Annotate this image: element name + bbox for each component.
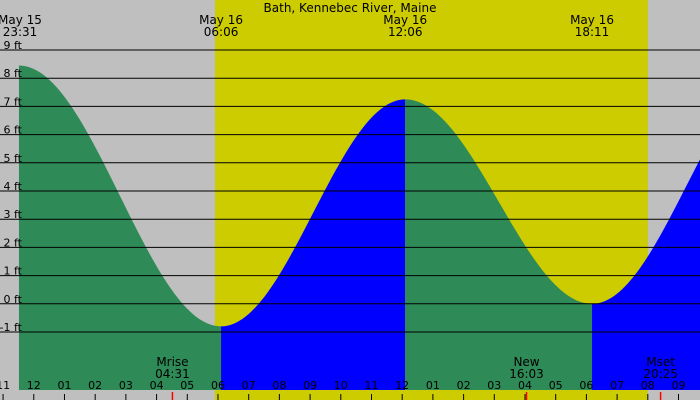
x-tick-label: 01 [426, 379, 440, 392]
ebb-tide-area [18, 65, 222, 390]
moon-event-time: 16:03 [509, 367, 544, 381]
x-tick-label: 05 [180, 379, 194, 392]
x-tick-label: 11 [364, 379, 378, 392]
x-tick-label: 04 [150, 379, 164, 392]
chart-title: Bath, Kennebec River, Maine [264, 1, 437, 15]
x-tick-label: 11 [0, 379, 10, 392]
ebb-tide-area [405, 99, 593, 390]
x-tick-label: 01 [57, 379, 71, 392]
moon-event-name: New [513, 355, 539, 369]
x-tick-label: 10 [334, 379, 348, 392]
extreme-date-label: May 15 [0, 13, 42, 27]
moon-event-time: 20:25 [643, 367, 678, 381]
y-tick-label: 6 ft [4, 124, 23, 137]
x-tick-label: 02 [457, 379, 471, 392]
x-tick-label: 05 [549, 379, 563, 392]
moon-event-time: 04:31 [155, 367, 190, 381]
extreme-time-label: 12:06 [388, 25, 423, 39]
y-tick-label: 4 ft [4, 180, 23, 193]
x-axis-labels: 11 12 01 02 03 04 05 06 07 08 09 10 11 12 01 02 03 04 05 06… [0, 379, 686, 400]
y-tick-label: 2 ft [4, 236, 23, 249]
x-tick-label: 03 [119, 379, 133, 392]
x-tick-label: 12 [395, 379, 409, 392]
extreme-date-label: May 16 [199, 13, 243, 27]
y-tick-label: 9 ft [4, 39, 23, 52]
x-tick-label: 07 [610, 379, 624, 392]
x-tick-label: 06 [211, 379, 225, 392]
moon-event-name: Mset [646, 355, 675, 369]
x-tick-label: 04 [518, 379, 532, 392]
extreme-date-label: May 16 [383, 13, 427, 27]
x-tick-label: 03 [487, 379, 501, 392]
y-tick-label: 8 ft [4, 67, 23, 80]
flood-tide-area [221, 99, 406, 390]
y-axis-labels: 9 ft 8 ft 7 ft 6 ft 5 ft 4 ft 3 ft 2 ft 1 ft 0 ft… [0, 39, 23, 334]
x-tick-label: 12 [27, 379, 41, 392]
x-tick-label: 09 [672, 379, 686, 392]
y-tick-label: 5 ft [4, 152, 23, 165]
y-tick-label: 3 ft [4, 208, 23, 221]
y-tick-label: -1 ft [0, 321, 23, 334]
grid-lines [0, 49, 700, 333]
y-tick-label: 1 ft [4, 265, 23, 278]
x-tick-label: 07 [242, 379, 256, 392]
extreme-date-label: May 16 [570, 13, 614, 27]
x-tick-label: 08 [272, 379, 286, 392]
x-tick-label: 08 [641, 379, 655, 392]
moon-event-name: Mrise [156, 355, 188, 369]
x-tick-label: 02 [88, 379, 102, 392]
y-tick-label: 7 ft [4, 95, 23, 108]
extreme-time-label: 23:31 [3, 25, 38, 39]
x-tick-label: 09 [303, 379, 317, 392]
y-tick-label: 0 ft [4, 293, 23, 306]
extreme-time-label: 18:11 [575, 25, 610, 39]
x-tick-label: 06 [579, 379, 593, 392]
extreme-time-label: 06:06 [204, 25, 239, 39]
